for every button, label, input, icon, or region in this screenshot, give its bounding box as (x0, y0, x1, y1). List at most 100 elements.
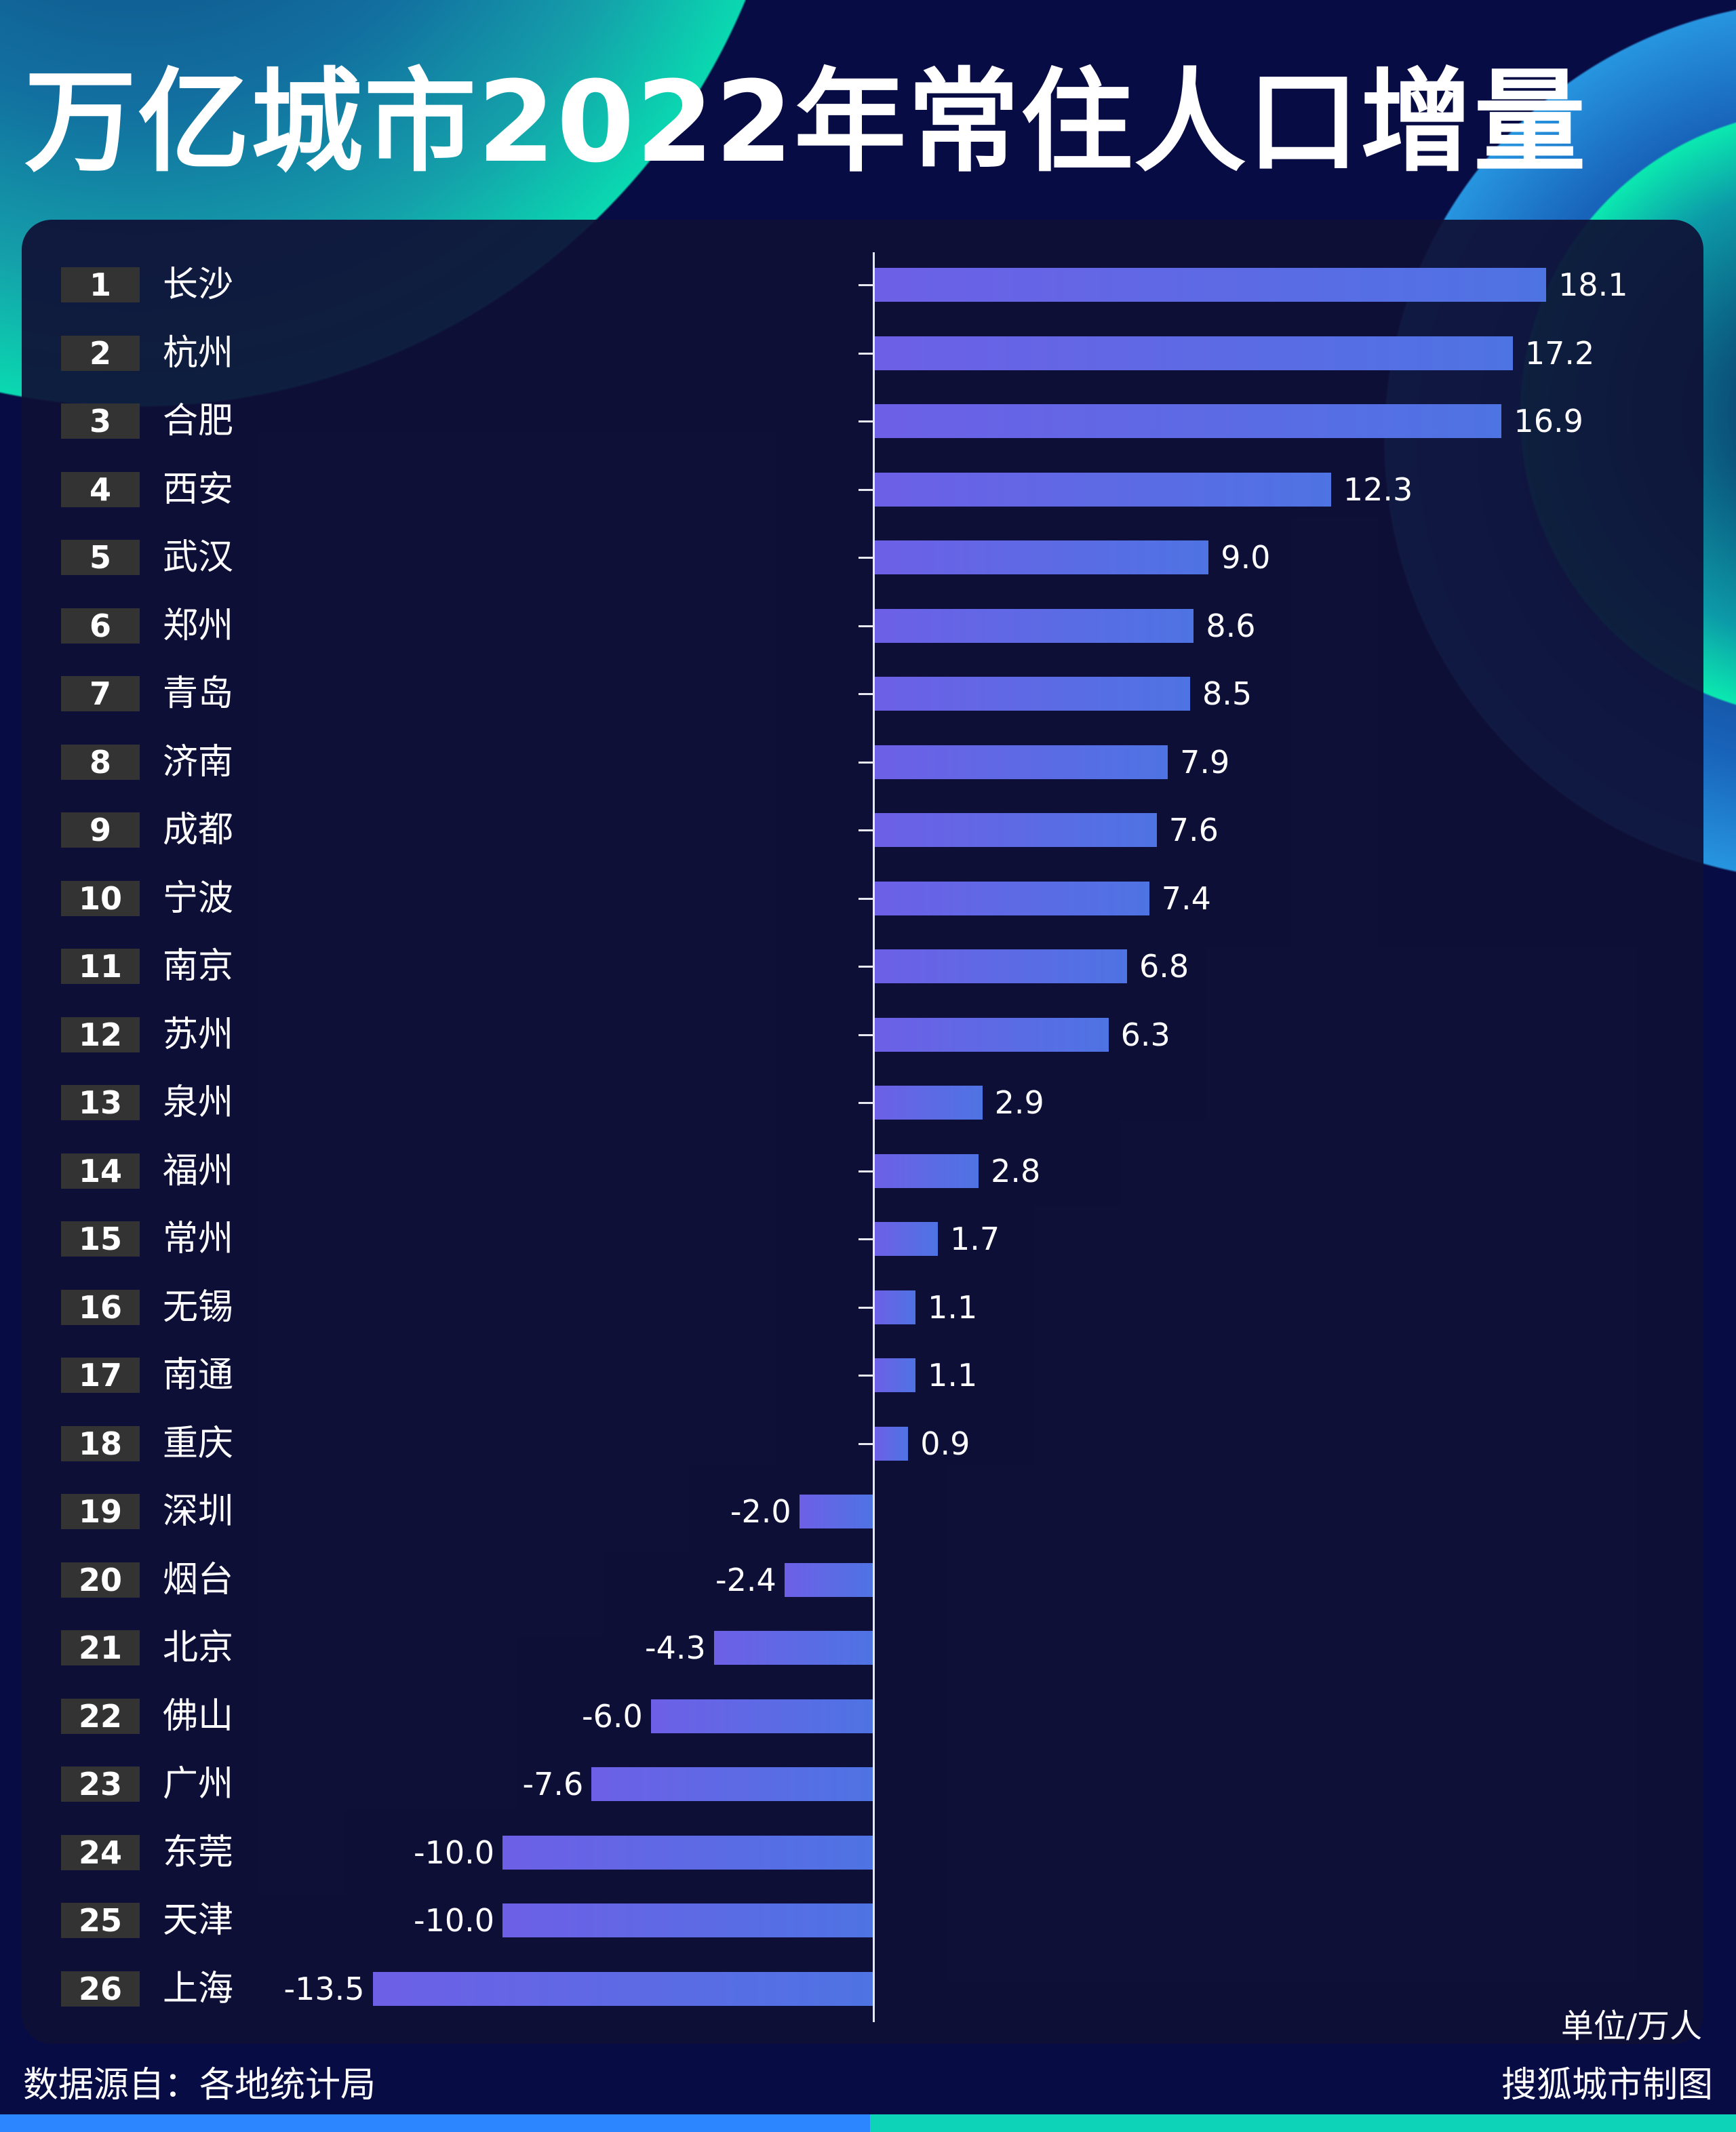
bar (875, 677, 1190, 711)
bar (875, 1086, 983, 1120)
data-label: -10.0 (413, 1834, 494, 1871)
footer-stripe-teal (870, 2114, 1736, 2132)
data-label: 16.9 (1514, 403, 1583, 439)
axis-tick (859, 1033, 873, 1036)
bar (502, 1835, 873, 1870)
category-label: 苏州 (163, 1014, 234, 1055)
category-label: 成都 (163, 810, 234, 850)
chart-row: 2 杭州 17.2 (0, 319, 1736, 387)
data-label: 1.1 (928, 1357, 978, 1394)
rank-badge: 19 (61, 1494, 140, 1529)
chart-row: 13 泉州 2.9 (0, 1069, 1736, 1137)
category-label: 佛山 (163, 1695, 234, 1737)
category-label: 无锡 (163, 1286, 234, 1328)
chart-row: 17 南通 1.1 (0, 1341, 1736, 1409)
rank-badge: 25 (61, 1903, 140, 1938)
data-label: 1.1 (928, 1288, 978, 1326)
zero-axis-line (873, 252, 875, 2022)
bar (875, 1017, 1109, 1052)
axis-tick (859, 1102, 873, 1104)
data-label: -2.0 (730, 1493, 791, 1530)
bar (875, 540, 1209, 574)
rank-badge: 4 (61, 471, 140, 507)
category-label: 南京 (163, 946, 234, 987)
axis-tick (859, 625, 873, 627)
bar (875, 268, 1547, 302)
rank-badge: 23 (61, 1766, 140, 1802)
bar (875, 1222, 938, 1256)
category-label: 宁波 (163, 877, 234, 919)
bar (875, 881, 1149, 915)
rank-badge: 12 (61, 1016, 140, 1052)
data-label: 17.2 (1524, 334, 1595, 372)
rank-badge: 14 (61, 1153, 140, 1189)
category-label: 济南 (163, 741, 234, 783)
rank-badge: 2 (61, 335, 140, 371)
chart-row: 1 长沙 18.1 (0, 251, 1736, 319)
rank-badge: 11 (61, 949, 140, 984)
bar (875, 1153, 979, 1188)
axis-tick (859, 1442, 873, 1445)
bar (875, 336, 1513, 370)
rank-badge: 20 (61, 1562, 140, 1598)
chart-row: 20 烟台 -2.4 (0, 1546, 1736, 1614)
rank-badge: 9 (61, 812, 140, 848)
bar (875, 472, 1331, 507)
axis-tick (859, 284, 873, 286)
data-label: 9.0 (1221, 539, 1271, 576)
data-label: -7.6 (522, 1766, 584, 1802)
category-label: 东莞 (163, 1832, 234, 1873)
rank-badge: 21 (61, 1630, 140, 1665)
chart-row: 21 北京 -4.3 (0, 1614, 1736, 1682)
rank-badge: 17 (61, 1358, 140, 1393)
category-label: 杭州 (163, 332, 234, 374)
axis-tick (859, 488, 873, 491)
chart-row: 10 宁波 7.4 (0, 865, 1736, 932)
bar (875, 745, 1168, 779)
axis-tick (859, 1170, 873, 1172)
category-label: 重庆 (163, 1423, 234, 1464)
chart-row: 24 东莞 -10.0 (0, 1819, 1736, 1887)
data-label: 7.6 (1168, 812, 1219, 848)
chart-title: 万亿城市2022年常住人口增量 (24, 57, 1587, 187)
bar (713, 1631, 873, 1665)
data-label: 6.3 (1120, 1016, 1170, 1053)
bar (372, 1971, 873, 2006)
data-label: -4.3 (645, 1630, 706, 1666)
chart-row: 26 上海 -13.5 (0, 1955, 1736, 2023)
bar (875, 949, 1127, 983)
rank-badge: 24 (61, 1834, 140, 1870)
bar (650, 1699, 873, 1733)
chart-row: 18 重庆 0.9 (0, 1410, 1736, 1478)
chart-row: 19 深圳 -2.0 (0, 1478, 1736, 1545)
rank-badge: 3 (61, 403, 140, 439)
rank-badge: 22 (61, 1698, 140, 1734)
category-label: 烟台 (163, 1559, 234, 1600)
bar (875, 813, 1157, 847)
data-label: 8.6 (1206, 607, 1256, 644)
axis-tick (859, 829, 873, 831)
category-label: 常州 (163, 1219, 234, 1259)
category-label: 天津 (163, 1900, 234, 1941)
axis-tick (859, 761, 873, 764)
axis-tick (859, 352, 873, 355)
chart-row: 15 常州 1.7 (0, 1205, 1736, 1273)
bar (875, 1290, 916, 1324)
category-label: 福州 (163, 1150, 234, 1191)
data-label: 2.9 (994, 1084, 1044, 1121)
chart-row: 12 苏州 6.3 (0, 1001, 1736, 1069)
rank-badge: 16 (61, 1289, 140, 1325)
axis-tick (859, 966, 873, 968)
data-label: 18.1 (1558, 266, 1628, 303)
bar (502, 1903, 873, 1937)
rank-badge: 15 (61, 1221, 140, 1257)
axis-tick (859, 1375, 873, 1377)
axis-tick (859, 897, 873, 900)
category-label: 北京 (163, 1627, 234, 1668)
chart-row: 9 成都 7.6 (0, 796, 1736, 864)
rank-badge: 18 (61, 1425, 140, 1461)
data-label: 1.7 (949, 1221, 1000, 1257)
category-label: 深圳 (163, 1491, 234, 1532)
chart-row: 4 西安 12.3 (0, 456, 1736, 524)
data-label: -2.4 (715, 1561, 776, 1598)
